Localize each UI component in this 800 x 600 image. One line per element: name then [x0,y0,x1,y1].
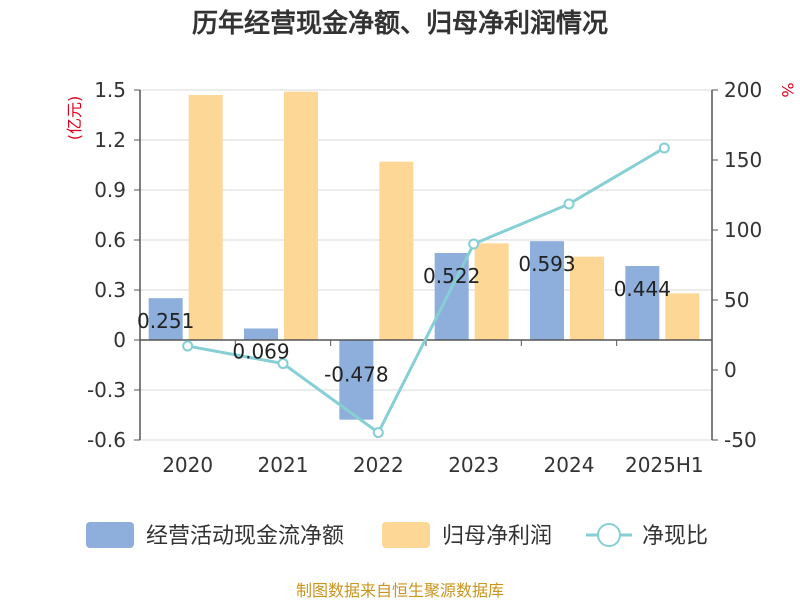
cashflow-data-label: 0.593 [518,252,575,276]
legend-label-net-profit: 归母净利润 [442,524,552,549]
ratio-point [563,198,575,210]
ratio-point [182,340,194,352]
net-profit-bar [474,243,509,340]
cashflow-data-label: 0.444 [614,277,671,301]
ratio-point [658,142,670,154]
right-axis-tick-label: 0 [724,358,737,382]
x-axis-tick-label: 2023 [448,453,499,477]
right-axis-tick-label: 150 [724,148,762,172]
left-axis-tick-label: 0.3 [94,278,126,302]
left-axis-tick-label: 1.5 [94,78,126,102]
cashflow-bar [339,340,374,420]
net-profit-bar [379,161,414,340]
cashflow-data-label: -0.478 [324,363,388,387]
net-profit-bar [188,95,223,340]
right-axis-tick-label: 200 [724,78,762,102]
x-axis-tick-label: 2025H1 [625,453,704,477]
cashflow-bar [625,266,660,340]
ratio-point [468,238,480,250]
ratio-point [372,427,384,439]
left-axis-tick-label: -0.3 [87,378,126,402]
cashflow-data-label: 0.069 [232,340,289,364]
legend-label-operating-cashflow: 经营活动现金流净额 [146,524,344,549]
x-axis-tick-label: 2022 [353,453,404,477]
left-axis-tick-label: 0.6 [94,228,126,252]
ratio-line [182,142,670,439]
legend-label-ratio: 净现比 [642,524,708,549]
x-axis-tick-label: 2024 [544,453,595,477]
left-axis-tick-label: 0.9 [94,178,126,202]
cashflow-data-label: 0.522 [423,264,480,288]
legend-marker-ratio [597,523,621,547]
chart-title: 历年经营现金净额、归母净利润情况 [192,8,608,39]
right-axis-tick-label: 50 [724,288,749,312]
ratio-point [277,358,289,370]
net-profit-bar [665,293,700,340]
left-axis-tick-label: 1.2 [94,128,126,152]
right-axis-tick-label: 100 [724,218,762,242]
source-note: 制图数据来自恒生聚源数据库 [296,581,504,600]
x-axis-tick-label: 2021 [258,453,309,477]
right-axis-tick-label: -50 [724,428,757,452]
net-profit-bar [570,256,604,340]
data-labels: 0.251 0.069 -0.478 0.522 0.593 0.444 [137,252,671,387]
cashflow-data-label: 0.251 [137,309,194,333]
ratio-polyline [187,146,666,435]
cashflow-bar [530,241,564,340]
x-axis-tick-label: 2020 [162,453,213,477]
left-axis-unit: (亿元) [65,96,84,141]
legend-swatch-net-profit [382,522,430,548]
cashflow-bar [244,328,278,340]
right-axis-unit: % [778,82,797,97]
net-profit-bar [284,91,318,341]
legend: 经营活动现金流净额 归母净利润 净现比 [86,522,708,549]
bars [148,91,700,420]
left-axis-tick-label: -0.6 [87,428,126,452]
cashflow-bar [148,298,183,340]
legend-swatch-operating-cashflow [86,522,134,548]
left-axis-tick-label: 0 [113,328,126,352]
axes: 1.5 1.2 0.9 0.6 0.3 0 -0.3 -0.6 200 150 100 50 0 -50 2… [87,78,762,477]
